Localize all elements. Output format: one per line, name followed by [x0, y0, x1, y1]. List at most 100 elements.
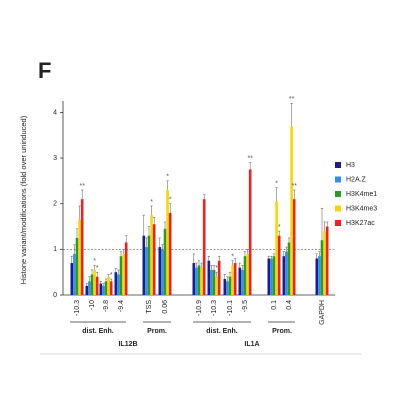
- error-bar: [278, 230, 281, 236]
- x-tick-label: GAPDH: [319, 300, 326, 325]
- error-bar: [272, 253, 276, 257]
- legend-swatch: [335, 220, 341, 226]
- bar: [107, 276, 110, 295]
- error-bar: [195, 262, 198, 268]
- y-tick-label: 2: [53, 201, 57, 208]
- x-tick-label: -10.1: [227, 300, 234, 316]
- bar: [166, 190, 169, 295]
- error-bar: [145, 237, 148, 248]
- error-bar: [166, 180, 169, 191]
- bar: [292, 199, 296, 295]
- x-tick-label: -10: [89, 300, 96, 310]
- group-label: dist. Enh.: [82, 328, 114, 335]
- error-bar: [150, 205, 153, 216]
- legend-swatch: [335, 191, 341, 197]
- error-bar: [275, 187, 278, 202]
- bar: [163, 228, 167, 295]
- bar: [197, 265, 201, 295]
- error-bar: [169, 203, 172, 213]
- bar: [147, 235, 151, 295]
- group-label: Prom.: [147, 328, 167, 335]
- bar: [117, 274, 120, 295]
- y-axis-label: Histone variant/modifications (fold over…: [19, 115, 28, 284]
- gene-label: IL12B: [118, 341, 137, 348]
- bar: [207, 260, 211, 295]
- error-bar: [267, 255, 270, 259]
- error-bar: [78, 205, 81, 220]
- significance: *: [96, 265, 99, 272]
- error-bar: [117, 269, 120, 275]
- bar: [124, 242, 128, 295]
- error-bar: [320, 208, 324, 241]
- bar: [287, 242, 291, 295]
- bar: [238, 267, 242, 295]
- bar: [152, 224, 156, 295]
- error-bar: [223, 274, 226, 280]
- error-bar: [249, 162, 252, 170]
- error-bar: [158, 237, 161, 248]
- error-bar: [114, 268, 117, 273]
- error-bar: [218, 255, 221, 261]
- error-bar: [234, 258, 237, 264]
- error-bar: [215, 271, 218, 277]
- bar: [202, 199, 206, 295]
- x-tick-label: -10.3: [211, 300, 218, 316]
- significance: *: [110, 272, 113, 279]
- bar: [122, 253, 125, 295]
- legend-label: H3K4me1: [346, 191, 377, 198]
- bar: [78, 219, 81, 295]
- error-bar: [228, 271, 232, 277]
- bar: [277, 235, 281, 295]
- bar: [195, 267, 198, 295]
- error-bar: [226, 276, 229, 282]
- bar: [150, 215, 153, 295]
- x-tick-label: -10.3: [74, 300, 81, 316]
- error-bar: [110, 278, 113, 282]
- x-tick-label: 0.06: [162, 300, 169, 314]
- significance: *: [275, 181, 278, 188]
- error-bar: [93, 265, 96, 270]
- bar: [75, 237, 79, 295]
- significance: *: [215, 265, 218, 272]
- error-bar: [197, 260, 201, 266]
- error-bar: [210, 265, 213, 270]
- bar: [323, 231, 326, 295]
- bar: [200, 267, 203, 295]
- group-label: dist. Enh.: [206, 328, 238, 335]
- bar: [210, 269, 213, 295]
- bar: [241, 269, 244, 295]
- error-bar: [75, 228, 79, 238]
- bar: [212, 269, 216, 295]
- bar: [246, 253, 249, 295]
- y-tick-label: 0: [53, 292, 57, 299]
- bar: [233, 263, 237, 295]
- bar: [267, 258, 271, 295]
- error-bar: [243, 251, 247, 257]
- legend-swatch: [335, 176, 341, 183]
- bar: [223, 279, 227, 295]
- bar: [85, 285, 89, 295]
- error-bar: [285, 246, 288, 252]
- group-label: Prom.: [272, 328, 292, 335]
- bar: [231, 265, 234, 295]
- significance: **: [289, 96, 295, 103]
- legend-label: H2A.Z: [346, 176, 367, 183]
- significance: *: [93, 258, 96, 265]
- significance: *: [231, 254, 234, 261]
- error-bar: [147, 226, 151, 236]
- bar: [119, 256, 123, 295]
- bar: [285, 251, 288, 295]
- y-tick-label: 1: [53, 246, 57, 253]
- error-bar: [323, 221, 326, 232]
- bar: [145, 247, 148, 295]
- error-bar: [107, 274, 110, 277]
- bar: [290, 126, 293, 295]
- significance: *: [150, 199, 153, 206]
- x-tick-label: -9.4: [118, 300, 125, 312]
- legend-label: H3K27ac: [346, 220, 375, 227]
- x-tick-label: -10.9: [196, 300, 203, 316]
- bar: [109, 281, 113, 295]
- bar: [320, 240, 324, 295]
